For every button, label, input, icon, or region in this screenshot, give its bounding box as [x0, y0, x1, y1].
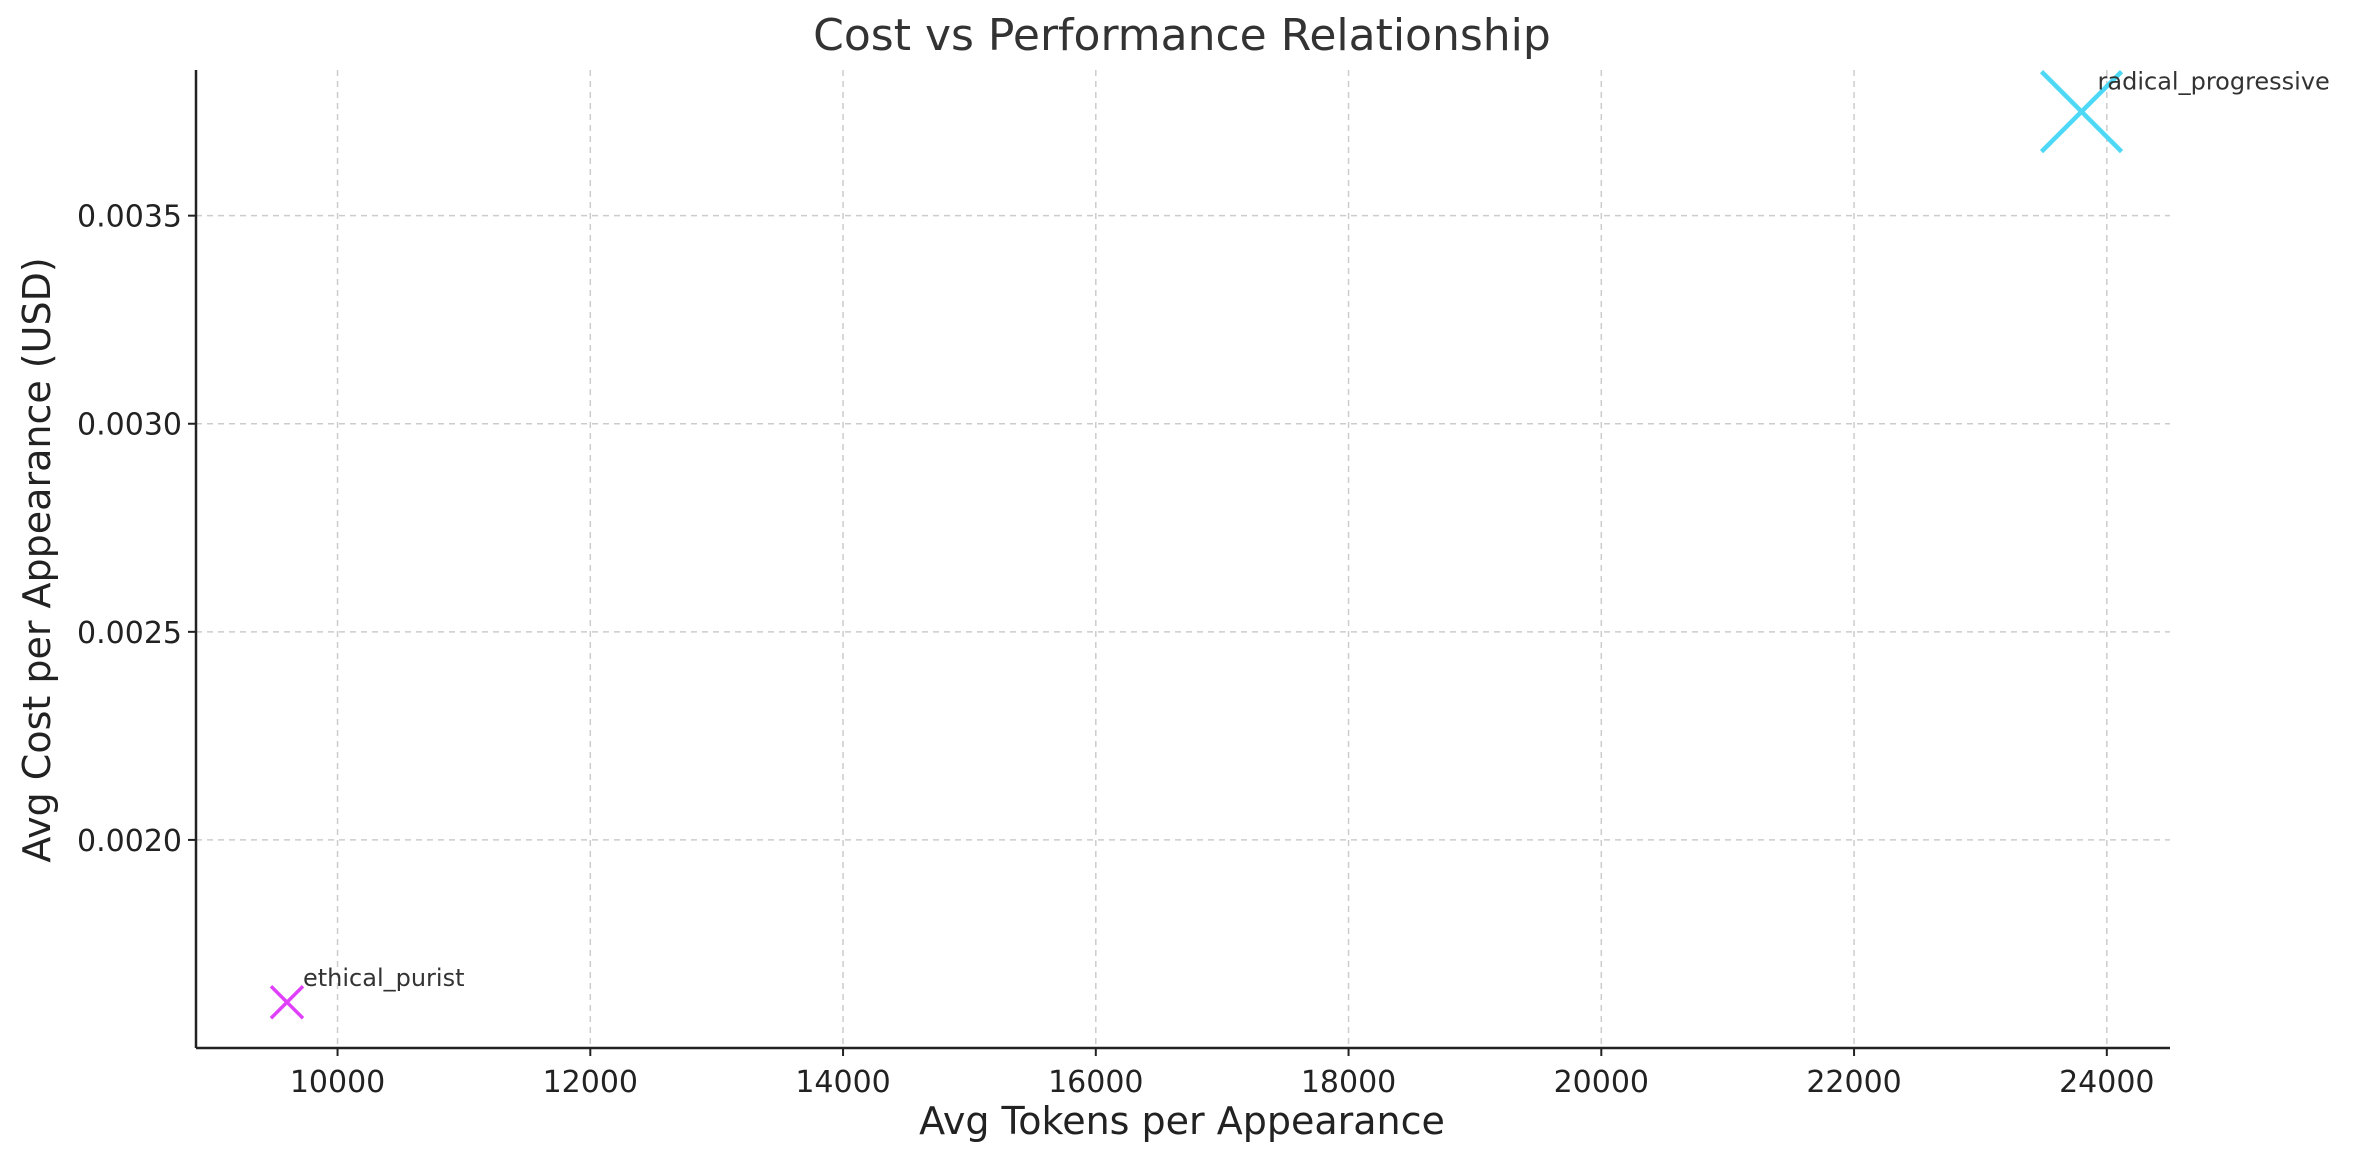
chart-title: Cost vs Performance Relationship — [813, 10, 1551, 61]
x-tick-label: 20000 — [1554, 1065, 1649, 1100]
axes-spines — [194, 70, 2170, 1050]
data-point-radical-progressive: radical_progressive — [2039, 68, 2330, 154]
y-tick-label: 0.0020 — [77, 824, 182, 859]
x-tick-label: 16000 — [1048, 1065, 1143, 1100]
x-axis-label: Avg Tokens per Appearance — [919, 1099, 1445, 1143]
y-axis-ticks: 0.0020 0.0025 0.0030 0.0035 — [77, 200, 196, 859]
grid — [196, 70, 2170, 1048]
x-marker-stroke — [2039, 70, 2124, 154]
x-tick-label: 22000 — [1806, 1065, 1901, 1100]
x-tick-label: 14000 — [795, 1065, 890, 1100]
data-point-ethical-purist: ethical_purist — [269, 964, 465, 1020]
x-tick-label: 24000 — [2059, 1065, 2154, 1100]
point-label: radical_progressive — [2098, 68, 2330, 96]
y-axis-label: Avg Cost per Appearance (USD) — [15, 257, 59, 862]
x-tick-label: 12000 — [543, 1065, 638, 1100]
x-tick-label: 18000 — [1301, 1065, 1396, 1100]
y-tick-label: 0.0035 — [77, 200, 182, 235]
x-marker-stroke — [269, 984, 305, 1020]
data-points: ethical_purist radical_progressive — [269, 68, 2330, 1020]
y-tick-label: 0.0025 — [77, 616, 182, 651]
x-tick-label: 10000 — [290, 1065, 385, 1100]
y-tick-label: 0.0030 — [77, 408, 182, 443]
point-label: ethical_purist — [303, 964, 465, 992]
x-axis-ticks: 10000 12000 14000 16000 18000 20000 22000 24000 — [290, 1048, 2155, 1100]
